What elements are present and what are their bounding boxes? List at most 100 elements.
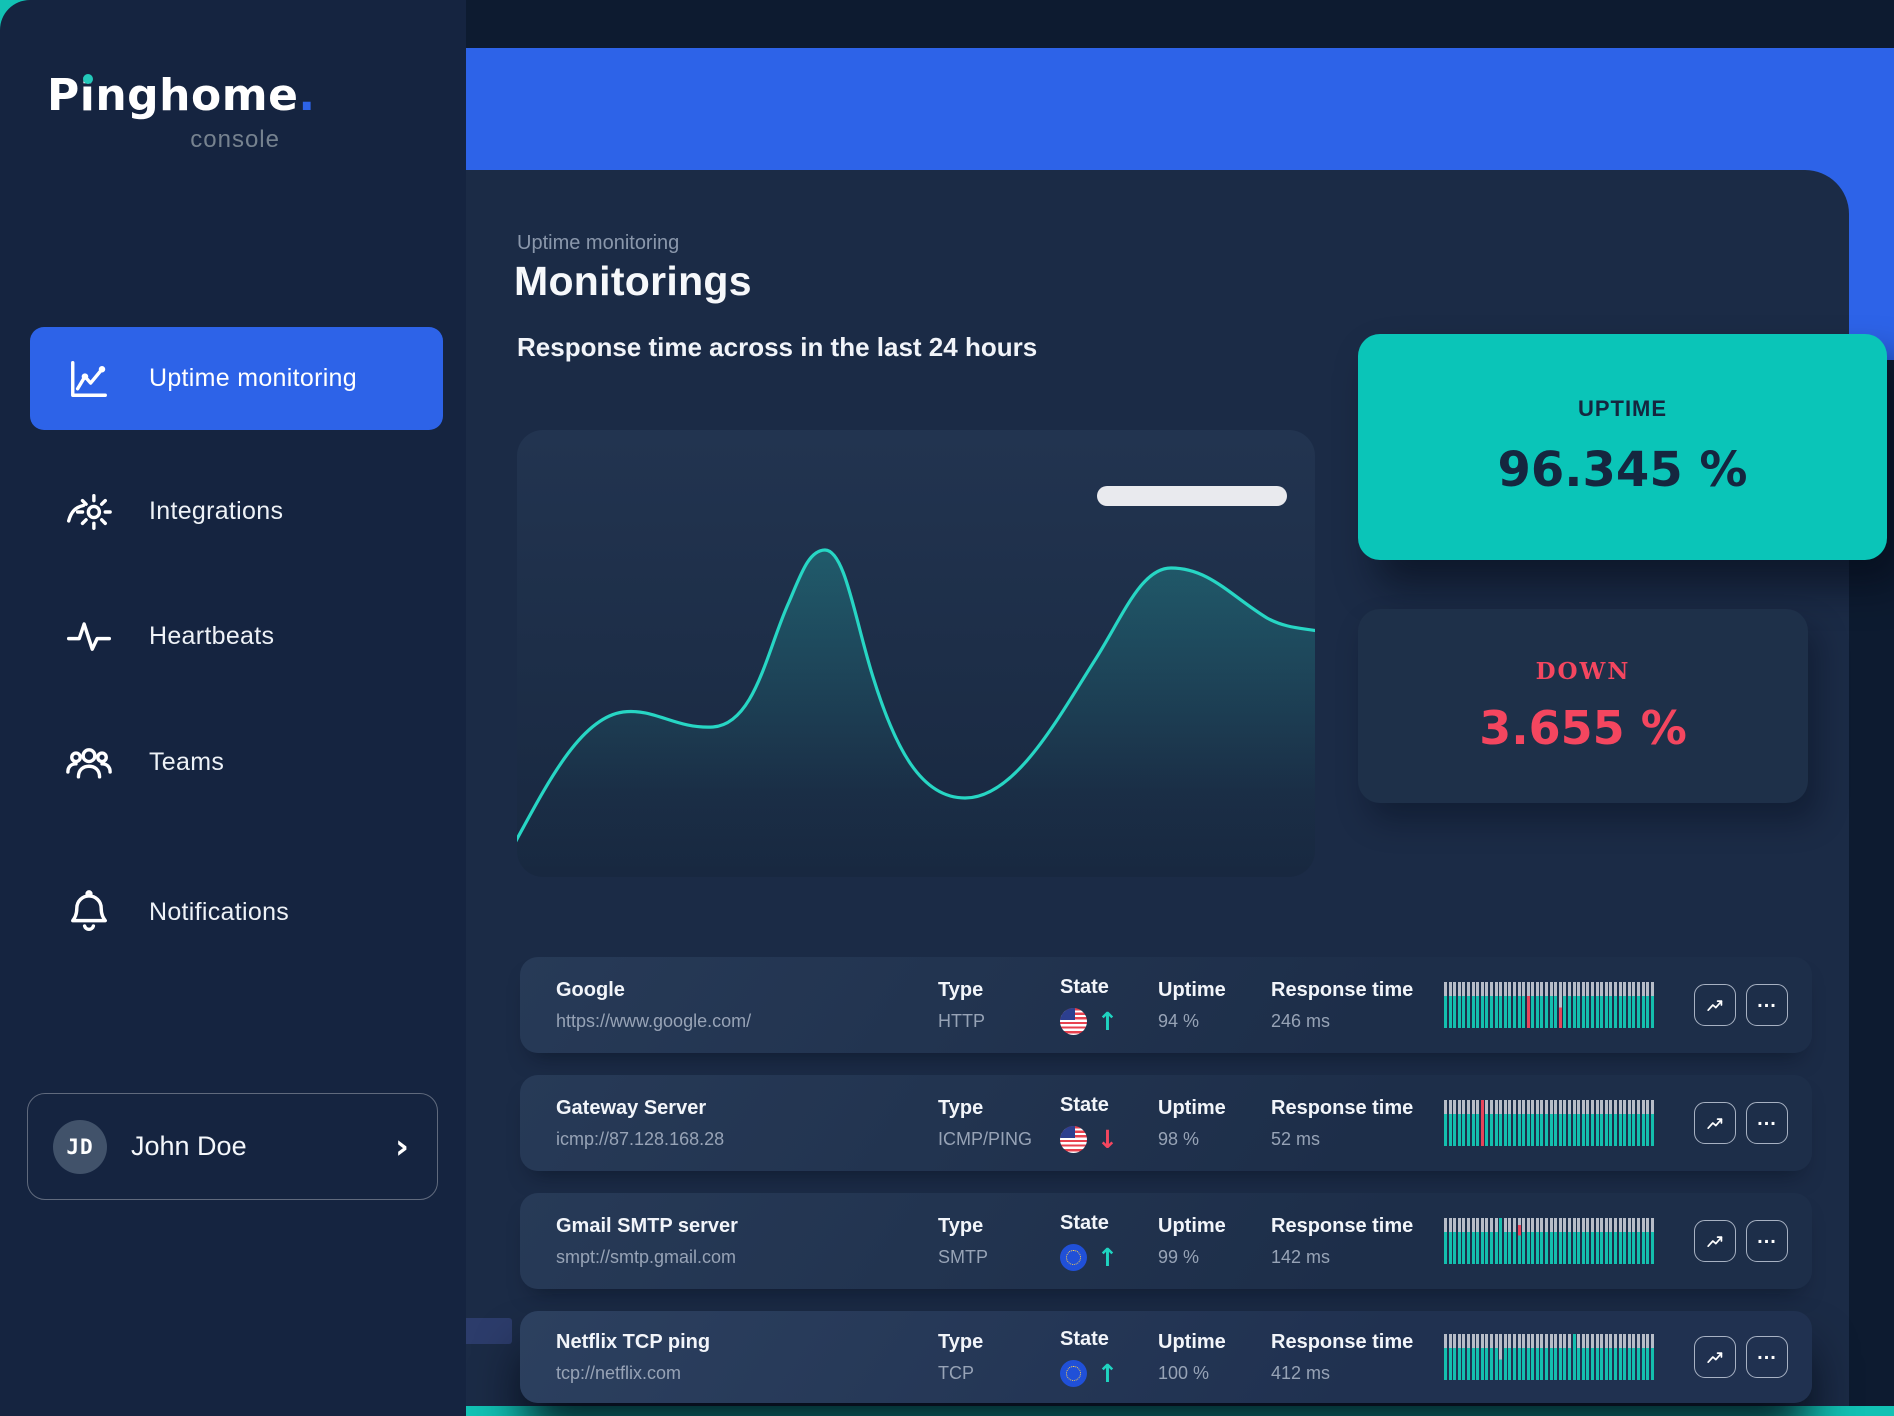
type-column-label: Type [938, 978, 984, 1001]
sparkline-bar [1471, 982, 1475, 1028]
monitor-row[interactable]: Google https://www.google.com/ Type HTTP… [520, 957, 1812, 1053]
sparkline-bar [1499, 1218, 1503, 1264]
trend-button[interactable] [1694, 1102, 1736, 1144]
sparkline-bar [1476, 1218, 1480, 1264]
monitor-name-cell: Netflix TCP ping tcp://netflix.com [556, 1331, 938, 1384]
sparkline-bar [1503, 982, 1507, 1028]
trend-button[interactable] [1694, 1220, 1736, 1262]
sparkline-bar [1545, 982, 1549, 1028]
sparkline-bar [1591, 1218, 1594, 1264]
sparkline-bar [1485, 982, 1489, 1028]
sparkline-bar [1457, 1218, 1461, 1264]
sparkline-bar [1503, 1218, 1507, 1264]
more-button[interactable]: ... [1746, 984, 1788, 1026]
sparkline-bar [1554, 1218, 1558, 1264]
sparkline-bar [1600, 1218, 1604, 1264]
sparkline-bar [1572, 982, 1576, 1028]
more-button[interactable]: ... [1746, 1102, 1788, 1144]
sparkline-bar [1627, 1218, 1631, 1264]
monitor-row[interactable]: Gmail SMTP server smpt://smtp.gmail.com … [520, 1193, 1812, 1289]
uptime-cell: Uptime 99 % [1158, 1215, 1271, 1268]
sidebar-item-notifications[interactable]: Notifications [30, 861, 443, 964]
sparkline-bar [1462, 1218, 1466, 1264]
monitor-name: Gmail SMTP server [556, 1214, 738, 1237]
monitor-row[interactable]: Netflix TCP ping tcp://netflix.com Type … [520, 1311, 1812, 1403]
sparkline-bar [1595, 1334, 1599, 1380]
uptime-column-label: Uptime [1158, 1096, 1226, 1119]
eu-flag-icon [1060, 1243, 1087, 1271]
sparkline-bar [1609, 1334, 1613, 1380]
sparkline-bar [1540, 1218, 1544, 1264]
sparkline-bar [1600, 1334, 1604, 1380]
sparkline-bar [1586, 1334, 1590, 1380]
sidebar-item-label: Teams [149, 748, 225, 776]
sparkline-bar [1476, 1334, 1480, 1380]
uptime-label: UPTIME [1577, 396, 1668, 421]
monitor-name-cell: Gateway Server icmp://87.128.168.28 [556, 1097, 938, 1150]
monitor-url: icmp://87.128.168.28 [556, 1128, 725, 1149]
trend-button[interactable] [1694, 984, 1736, 1026]
page-title: Monitorings [514, 258, 752, 304]
sparkline-bar [1554, 1100, 1558, 1146]
sparkline-bar [1457, 982, 1461, 1028]
sparkline-bar [1462, 1100, 1466, 1146]
monitor-row[interactable]: Gateway Server icmp://87.128.168.28 Type… [520, 1075, 1812, 1171]
row-actions: ... [1688, 1220, 1788, 1262]
sparkline-bar [1485, 1218, 1489, 1264]
sparkline-bar [1627, 1334, 1631, 1380]
monitor-name: Google [556, 978, 625, 1001]
sidebar-item-heartbeats[interactable]: Heartbeats [30, 585, 443, 688]
sidebar-item-uptime-monitoring[interactable]: Uptime monitoring [30, 327, 443, 430]
sparkline-bar [1641, 1334, 1645, 1380]
sparkline-bar [1577, 1334, 1581, 1380]
sparkline-bar [1508, 1334, 1512, 1380]
sparkline-bar [1604, 1218, 1608, 1264]
sidebar: Pinghome. console Uptime monitoring Integ… [0, 0, 466, 1416]
us-flag-icon [1060, 1007, 1087, 1035]
sparkline-bar [1540, 1100, 1544, 1146]
sparkline-bar [1471, 1218, 1475, 1264]
sparkline-bar [1480, 1100, 1484, 1146]
sidebar-item-integrations[interactable]: Integrations [30, 460, 443, 563]
response-column-label: Response time [1271, 978, 1414, 1001]
sparkline-bar [1558, 982, 1562, 1028]
uptime-cell: Uptime 98 % [1158, 1097, 1271, 1150]
type-cell: Type SMTP [938, 1215, 1060, 1268]
uptime-stat-card: UPTIME 96.345 % [1358, 334, 1887, 560]
logo-subtitle: console [190, 126, 280, 153]
teal-backdrop-bottom-strip [466, 1406, 1894, 1416]
sparkline-bar [1480, 1218, 1484, 1264]
more-button[interactable]: ... [1746, 1336, 1788, 1378]
sparkline-bar [1558, 1100, 1562, 1146]
type-column-label: Type [938, 1214, 984, 1237]
sparkline-bar [1563, 982, 1567, 1028]
user-card[interactable]: JD John Doe › [27, 1093, 438, 1200]
sparkline-bar [1650, 1100, 1654, 1146]
sidebar-item-teams[interactable]: Teams [30, 711, 443, 814]
uptime-value: 94 % [1158, 1010, 1200, 1031]
sparkline-bar [1512, 982, 1516, 1028]
sparkline-bar [1503, 1334, 1507, 1380]
sparkline-bar [1453, 1218, 1457, 1264]
logo: Pinghome. [47, 70, 316, 121]
uptime-chart-icon [63, 353, 115, 405]
sparkline-bar [1444, 982, 1447, 1028]
response-column-label: Response time [1271, 1330, 1414, 1353]
state-cell: State ↑ [1060, 1212, 1158, 1271]
sparkline-bar [1466, 1100, 1470, 1146]
uptime-column-label: Uptime [1158, 1214, 1226, 1237]
us-flag-icon [1060, 1125, 1087, 1153]
sparkline-bar [1457, 1334, 1461, 1380]
type-value: HTTP [938, 1010, 985, 1031]
sparkline-bar [1600, 1100, 1604, 1146]
more-button[interactable]: ... [1746, 1220, 1788, 1262]
sparkline-bar [1462, 1334, 1466, 1380]
breadcrumb: Uptime monitoring [517, 232, 680, 254]
monitor-url: https://www.google.com/ [556, 1010, 752, 1031]
sparkline-bar [1512, 1218, 1516, 1264]
sparkline-bar [1636, 1334, 1640, 1380]
sparkline-bar [1646, 1100, 1650, 1146]
trend-button[interactable] [1694, 1336, 1736, 1378]
state-down-icon: ↓ [1097, 1124, 1118, 1154]
sparkline-bar [1466, 1334, 1470, 1380]
